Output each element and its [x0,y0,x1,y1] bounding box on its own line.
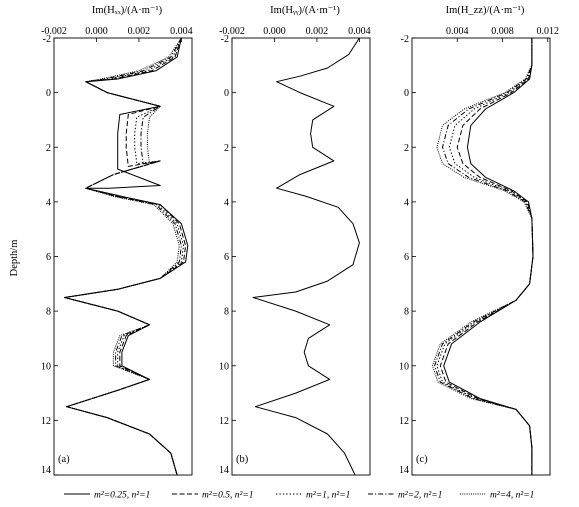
panel-letter: (b) [236,454,249,465]
y-tick-label: 12 [41,416,51,427]
y-tick-label: 14 [399,465,409,476]
y-tick-label: 4 [46,197,51,208]
y-tick-label: 8 [404,307,409,318]
panel-3: 0.004 0.008 0.012 -2 0 2 4 6 8 10 12 14 Im(H_zz)/(A·… [399,5,559,476]
y-tick-label: -2 [43,34,51,45]
legend-entry: m²=4, n²=1 [460,491,534,501]
x-tick-label: 0.000 [85,26,108,37]
legend-entry: m²=0.5, n²=1 [172,491,254,501]
y-tick-label: 6 [46,252,51,263]
series-line-dense-dotted [431,38,534,475]
y-tick-label: 12 [219,416,229,427]
panel-letter: (a) [58,454,70,465]
y-tick-label: -2 [401,34,409,45]
legend-entry: m²=0.25, n²=1 [64,491,150,501]
x-axis-label: Im(H_zz)/(A·m⁻¹) [446,5,525,16]
x-axis-label: Im(Hᵧᵧ)/(A·m⁻¹) [270,5,340,16]
y-tick-label: 14 [41,465,51,476]
series-line-dash-dot [434,38,534,475]
series-line-solid [443,38,534,475]
legend-label: m²=0.25, n²=1 [94,491,150,501]
y-tick-label: 6 [404,252,409,263]
x-tick-label: 0.008 [491,26,514,37]
x-tick-label: 0.002 [128,26,151,37]
legend-label: m²=4, n²=1 [490,491,534,501]
x-tick-label: 0.012 [536,26,559,37]
series-line-dashed [64,37,187,476]
x-tick-label: -0.002 [41,26,67,37]
y-tick-label: 10 [399,361,409,372]
x-tick-label: 0.004 [446,26,469,37]
series-line-dash-dot [64,37,182,476]
y-tick-label: 4 [404,197,409,208]
panel-1: -0.002 0.000 0.002 0.004 -2 0 2 4 6 8 10 12 14 Im(Hₓₓ… [41,5,193,476]
legend: m²=0.25, n²=1 m²=0.5, n²=1 m²=1, n²=1 m²=2,… [64,491,534,501]
series-line-dotted [436,38,534,475]
legend-entry: m²=1, n²=1 [276,491,350,501]
legend-label: m²=1, n²=1 [306,491,350,501]
series-line-solid [64,37,189,476]
x-tick-label: 0.000 [263,26,286,37]
x-tick-label: 0.004 [348,26,371,37]
y-tick-label: 0 [404,88,409,99]
legend-entry: m²=2, n²=1 [368,491,442,501]
series-line-dense-dotted [64,37,182,476]
x-tick-label: -0.002 [219,26,245,37]
legend-label: m²=2, n²=1 [398,491,442,501]
panel-2: -0.002 0.000 0.002 0.004 -2 0 2 4 6 8 10 12 14 Im(Hᵧᵧ… [219,5,371,476]
y-tick-label: 8 [46,307,51,318]
y-tick-label: 6 [224,252,229,263]
y-tick-label: 4 [224,197,229,208]
legend-label: m²=0.5, n²=1 [202,491,254,501]
y-tick-label: 12 [399,416,409,427]
series-line-dotted [64,37,184,476]
y-axis-label: Depth/m [9,240,20,277]
y-tick-label: 2 [46,143,51,154]
panel-frame [231,37,371,476]
y-tick-label: 14 [219,465,229,476]
y-tick-label: 8 [224,307,229,318]
y-tick-label: 0 [46,88,51,99]
y-tick-label: 2 [404,143,409,154]
y-tick-label: 2 [224,143,229,154]
panel-letter: (c) [416,454,428,465]
series-line-solid [252,37,360,476]
y-tick-label: 10 [219,361,229,372]
panel-frame [53,37,193,476]
x-axis-label: Im(Hₓₓ)/(A·m⁻¹) [92,5,163,16]
y-tick-label: 0 [224,88,229,99]
panels-group: -0.002 0.000 0.002 0.004 -2 0 2 4 6 8 10 12 14 Im(Hₓₓ… [41,5,559,476]
x-tick-label: 0.004 [170,26,193,37]
y-tick-label: 10 [41,361,51,372]
x-tick-label: 0.002 [306,26,329,37]
y-tick-label: -2 [221,34,229,45]
